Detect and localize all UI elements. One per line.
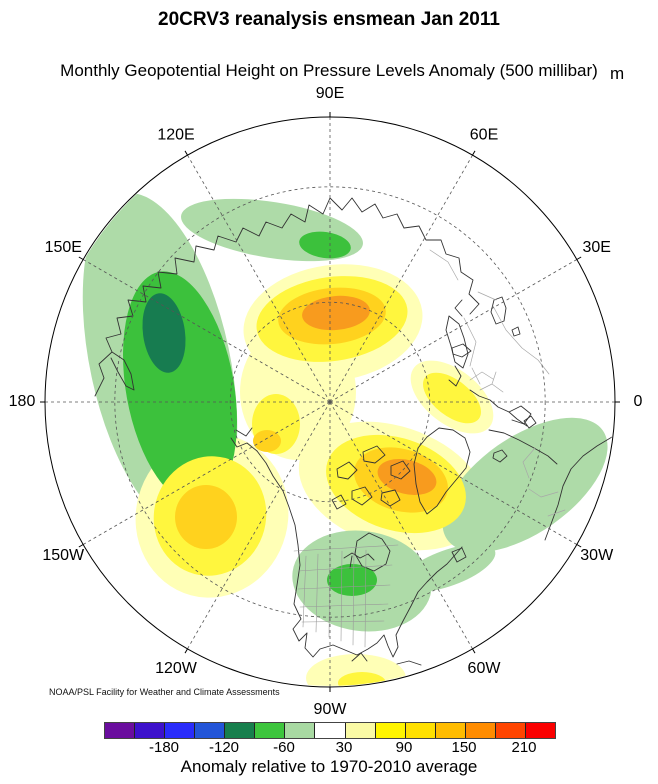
colorbar-segment-14 <box>525 723 555 738</box>
longitude-label-120E: 120E <box>157 126 194 143</box>
us-state-borders <box>293 544 399 648</box>
newfoundland-coast <box>451 547 467 563</box>
white-sea-coast <box>454 299 463 317</box>
anomaly-blob-baffin-peak <box>377 458 437 496</box>
siberia-arctic-coast <box>94 197 480 397</box>
colorbar-segment-12 <box>465 723 496 738</box>
great-lakes <box>343 552 375 569</box>
longitude-label-150W: 150W <box>42 547 85 564</box>
anomaly-blob-atlantic-connector <box>400 543 496 593</box>
north-america-coast <box>256 450 463 658</box>
greenland-coast <box>413 427 471 515</box>
colorbar-segment-5 <box>255 723 286 738</box>
anomaly-blob-north-pacific-core <box>175 485 237 549</box>
colorbar-segment-8 <box>345 723 376 738</box>
black-sea <box>451 343 472 358</box>
caspian-sea <box>490 296 507 325</box>
scandinavia-coast <box>445 315 469 369</box>
kamchatka-coast <box>110 351 135 391</box>
ring-tick <box>472 648 476 654</box>
colorbar-segment-9 <box>375 723 406 738</box>
colorbar-segment-1 <box>135 723 166 738</box>
coastlines <box>94 197 613 672</box>
colorbar-segment-3 <box>195 723 226 738</box>
aral-sea <box>511 326 521 337</box>
colorbar-segment-4 <box>225 723 256 738</box>
north-africa-coast <box>488 429 558 465</box>
longitude-label-30E: 30E <box>583 239 611 256</box>
units-label: m <box>610 64 625 83</box>
ring-tick <box>576 256 582 260</box>
anomaly-blob-siberia-core <box>142 293 186 373</box>
uk-coast <box>523 415 537 429</box>
colorbar-segment-6 <box>285 723 316 738</box>
latitude-circle <box>114 186 546 618</box>
anomaly-blob-bering-spot <box>253 430 281 452</box>
ring-tick <box>184 648 188 654</box>
colorbar-segment-2 <box>165 723 196 738</box>
colorbar-tick-30: 30 <box>335 739 353 756</box>
ring-tick <box>78 544 84 548</box>
longitude-label-90W: 90W <box>314 701 348 718</box>
colorbar-tick-90: 90 <box>395 739 413 756</box>
latitude-circle <box>229 301 431 503</box>
colorbar-tick-210: 210 <box>511 739 537 756</box>
longitude-label-150E: 150E <box>45 239 82 256</box>
hudson-bay-coast <box>354 532 391 572</box>
colorbar-segment-0 <box>105 723 136 738</box>
anomaly-blob-scandinavia-mid <box>423 372 481 424</box>
page-title: 20CRV3 reanalysis ensmean Jan 2011 <box>158 9 500 30</box>
anomaly-blob-north-atlantic-outer <box>442 417 608 553</box>
europe-coast <box>469 389 528 427</box>
anomaly-blob-siberia-arc-band <box>181 198 363 262</box>
colorbar-segment-11 <box>435 723 466 738</box>
ring-tick <box>184 150 188 156</box>
iberia-coast <box>508 405 532 425</box>
attribution: NOAA/PSL Facility for Weather and Climat… <box>49 687 280 697</box>
longitude-label-60W: 60W <box>468 660 502 677</box>
anomaly-contours <box>82 193 608 686</box>
longitude-label-30W: 30W <box>580 547 614 564</box>
colorbar <box>104 722 556 739</box>
colorbar-tick--180: -180 <box>148 739 180 756</box>
ring-tick <box>472 150 476 156</box>
colorbar-segment-13 <box>495 723 526 738</box>
longitude-label-180: 180 <box>9 393 36 410</box>
ring-tick <box>78 256 84 260</box>
ring-tick <box>576 544 582 548</box>
colorbar-caption: Anomaly relative to 1970-2010 average <box>180 757 478 776</box>
colorbar-segment-10 <box>405 723 436 738</box>
longitude-label-60E: 60E <box>470 126 498 143</box>
country-borders <box>429 249 566 517</box>
longitude-label-120W: 120W <box>155 660 198 677</box>
anomaly-blob-central-america-mid <box>338 672 386 686</box>
colorbar-tick--60: -60 <box>273 739 295 756</box>
colorbar-segment-7 <box>315 723 346 738</box>
west-africa-coast <box>544 436 613 541</box>
iceland-coast <box>492 449 508 463</box>
longitude-label-0: 0 <box>634 393 643 410</box>
longitude-ring-labels: 90E 60E 30E 0 30W 60W 90W 120W 150W 180 150E 120E <box>9 85 643 718</box>
anomaly-blob-ohio-valley-core <box>327 564 377 596</box>
plot-subtitle: Monthly Geopotential Height on Pressure … <box>60 61 598 80</box>
colorbar-tick--120: -120 <box>208 739 240 756</box>
anomaly-blob-central-siberia-peak <box>302 295 370 331</box>
graticule <box>40 112 620 692</box>
anomaly-blob-baikal-core <box>299 231 351 259</box>
map-boundary-circle <box>44 116 616 688</box>
longitude-label-90E: 90E <box>316 85 344 102</box>
canadian-archipelago-coast <box>331 445 411 510</box>
colorbar-tick-150: 150 <box>451 739 477 756</box>
baltic-coast <box>448 365 462 387</box>
